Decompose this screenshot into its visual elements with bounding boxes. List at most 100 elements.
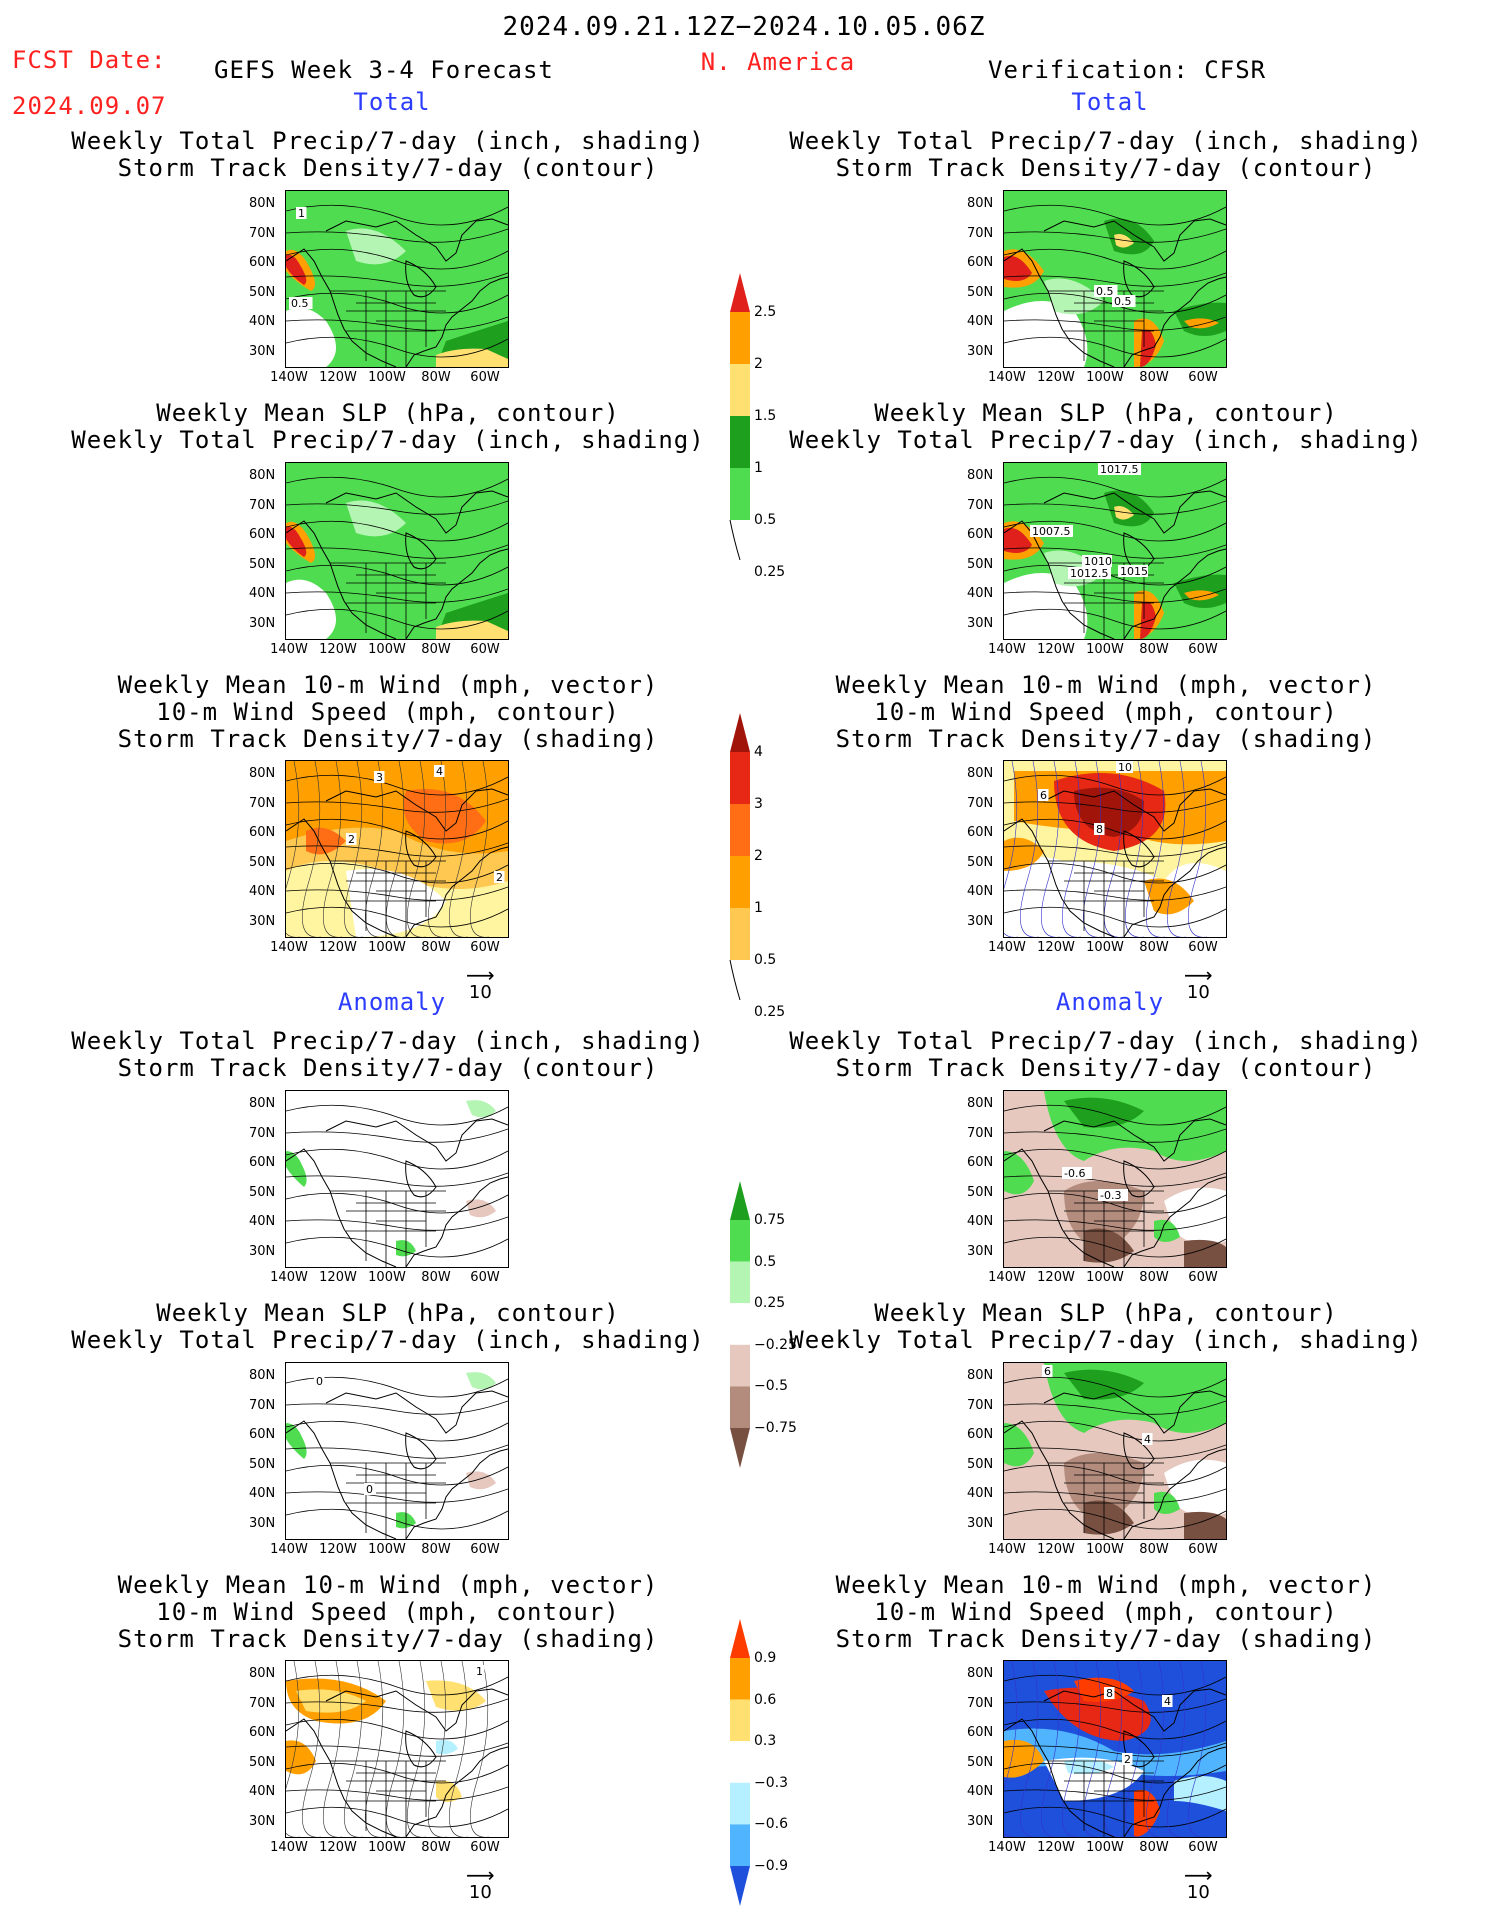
fcst-date: 2024.09.07	[12, 92, 167, 120]
contour-label: 0.5	[291, 297, 309, 310]
contour-label: 4	[1144, 1433, 1151, 1446]
lat-label: 40N	[967, 1784, 994, 1799]
lon-label: 60W	[1188, 370, 1218, 385]
vector-reference-fc-anom: ⟶ 10	[466, 1863, 495, 1903]
valid-period: 2024.09.21.12Z−2024.10.05.06Z	[502, 12, 986, 42]
lat-label: 60N	[967, 527, 994, 542]
lat-label: 80N	[249, 468, 276, 483]
lat-label: 30N	[967, 1813, 994, 1829]
section-anomaly-forecast: Anomaly	[337, 988, 447, 1016]
lon-label: 100W	[1086, 940, 1124, 955]
lon-label: 60W	[1188, 940, 1218, 955]
contour-label-bg	[1098, 463, 1141, 475]
lon-label: 140W	[988, 1840, 1026, 1855]
lat-label: 30N	[249, 913, 276, 929]
lon-label: 120W	[1037, 642, 1075, 657]
title-fc-total-precip: Weekly Total Precip/7-day (inch, shading…	[71, 127, 705, 182]
lat-label: 50N	[249, 556, 276, 572]
lon-label: 140W	[270, 370, 308, 385]
lat-label: 60N	[967, 1725, 994, 1740]
lon-label: 80W	[1139, 370, 1169, 385]
lon-label: 100W	[1086, 370, 1124, 385]
lon-label: 120W	[319, 1840, 357, 1855]
lon-label: 100W	[368, 642, 406, 657]
vector-reference-fc-total: ⟶ 10	[466, 963, 495, 1003]
map-field-ob-total-wind: 10 6 8	[1004, 761, 1226, 937]
lat-label: 70N	[249, 497, 276, 513]
title-fc-total-slp: Weekly Mean SLP (hPa, contour) Weekly Tot…	[71, 399, 705, 454]
contour-label-bg	[346, 833, 357, 845]
contour-label: 2	[496, 871, 503, 884]
lon-label: 100W	[368, 940, 406, 955]
lon-label: 120W	[319, 1270, 357, 1285]
colorbar-label: 2	[754, 356, 763, 372]
contour-label-bg	[1122, 1753, 1133, 1765]
arrow-right-icon: ⟶	[466, 963, 495, 987]
lat-label: 50N	[967, 284, 994, 300]
map-fc-total-wind: 3 4 2 2	[285, 760, 509, 938]
map-fc-total-slp	[285, 462, 509, 640]
contour-label-bg	[1038, 789, 1049, 801]
lon-label: 140W	[988, 1270, 1026, 1285]
lat-label: 60N	[249, 527, 276, 542]
colorbar-label: 1.5	[754, 408, 777, 424]
lon-label: 100W	[368, 370, 406, 385]
lat-label: 60N	[249, 825, 276, 840]
map-field-fc-total-storm: 10.5	[286, 191, 508, 367]
lon-label: 60W	[470, 642, 500, 657]
colorbar-label: 0.75	[754, 1212, 786, 1228]
vector-reference-ob-total: ⟶ 10	[1184, 963, 1213, 1003]
lat-label: 50N	[967, 556, 994, 572]
verification-title: Verification: CFSR	[988, 56, 1267, 84]
colorbar-precip_anom	[730, 1181, 750, 1468]
lon-label: 80W	[1139, 940, 1169, 955]
title-fc-anom-wind: Weekly Mean 10-m Wind (mph, vector) 10-m …	[117, 1571, 659, 1653]
contour-label-bg	[1118, 565, 1148, 577]
lat-label: 30N	[967, 343, 994, 359]
arrow-right-icon: ⟶	[1184, 963, 1213, 987]
map-field-fc-total-slp	[286, 463, 508, 639]
lat-label: 50N	[249, 1754, 276, 1770]
contour-label-bg	[364, 1483, 375, 1495]
lat-label: 40N	[967, 1214, 994, 1229]
lat-label: 70N	[967, 1125, 994, 1141]
lat-label: 80N	[249, 766, 276, 781]
title-ob-total-wind: Weekly Mean 10-m Wind (mph, vector) 10-m …	[835, 671, 1377, 753]
lat-label: 80N	[967, 196, 994, 211]
lon-label: 140W	[988, 642, 1026, 657]
lon-label: 100W	[368, 1840, 406, 1855]
section-total-forecast: Total	[353, 88, 431, 116]
lon-label: 60W	[470, 1542, 500, 1557]
contour-label-bg	[1082, 555, 1112, 567]
lon-label: 120W	[1037, 1542, 1075, 1557]
lat-label: 50N	[249, 1184, 276, 1200]
colorbar-label: 0.3	[754, 1733, 777, 1750]
title-ob-anom-precip: Weekly Total Precip/7-day (inch, shading…	[789, 1027, 1423, 1082]
map-field-ob-anom-wind: 8 4 2	[1004, 1661, 1226, 1837]
contour-label: 1012.5	[1070, 567, 1109, 580]
lat-label: 30N	[967, 913, 994, 929]
map-ob-total-slp: 1017.5 1007.5 1010 1012.5 1015	[1003, 462, 1227, 640]
colorbar-label: −0.9	[754, 1858, 788, 1874]
lat-label: 30N	[249, 615, 276, 631]
contour-label: 6	[1040, 789, 1047, 802]
lat-label: 70N	[249, 225, 276, 241]
lon-label: 60W	[470, 1840, 500, 1855]
lat-label: 40N	[249, 314, 276, 329]
map-ob-total-wind: 10 6 8	[1003, 760, 1227, 938]
contour-label-bg	[1062, 1167, 1092, 1179]
title-fc-anom-slp: Weekly Mean SLP (hPa, contour) Weekly Tot…	[71, 1299, 705, 1354]
lon-label: 80W	[1139, 642, 1169, 657]
lon-label: 80W	[421, 1542, 451, 1557]
lat-label: 80N	[967, 1666, 994, 1681]
lon-label: 100W	[1086, 1840, 1124, 1855]
contour-label: -0.3	[1100, 1189, 1121, 1202]
map-fc-anom-storm	[285, 1090, 509, 1268]
lon-label: 140W	[270, 642, 308, 657]
contour-label: -0.6	[1064, 1167, 1085, 1180]
contour-label: 1007.5	[1032, 525, 1071, 538]
lon-label: 100W	[1086, 642, 1124, 657]
lat-label: 30N	[249, 1813, 276, 1829]
contour-label: 6	[1044, 1365, 1051, 1378]
model-title: GEFS Week 3-4 Forecast	[214, 56, 554, 84]
